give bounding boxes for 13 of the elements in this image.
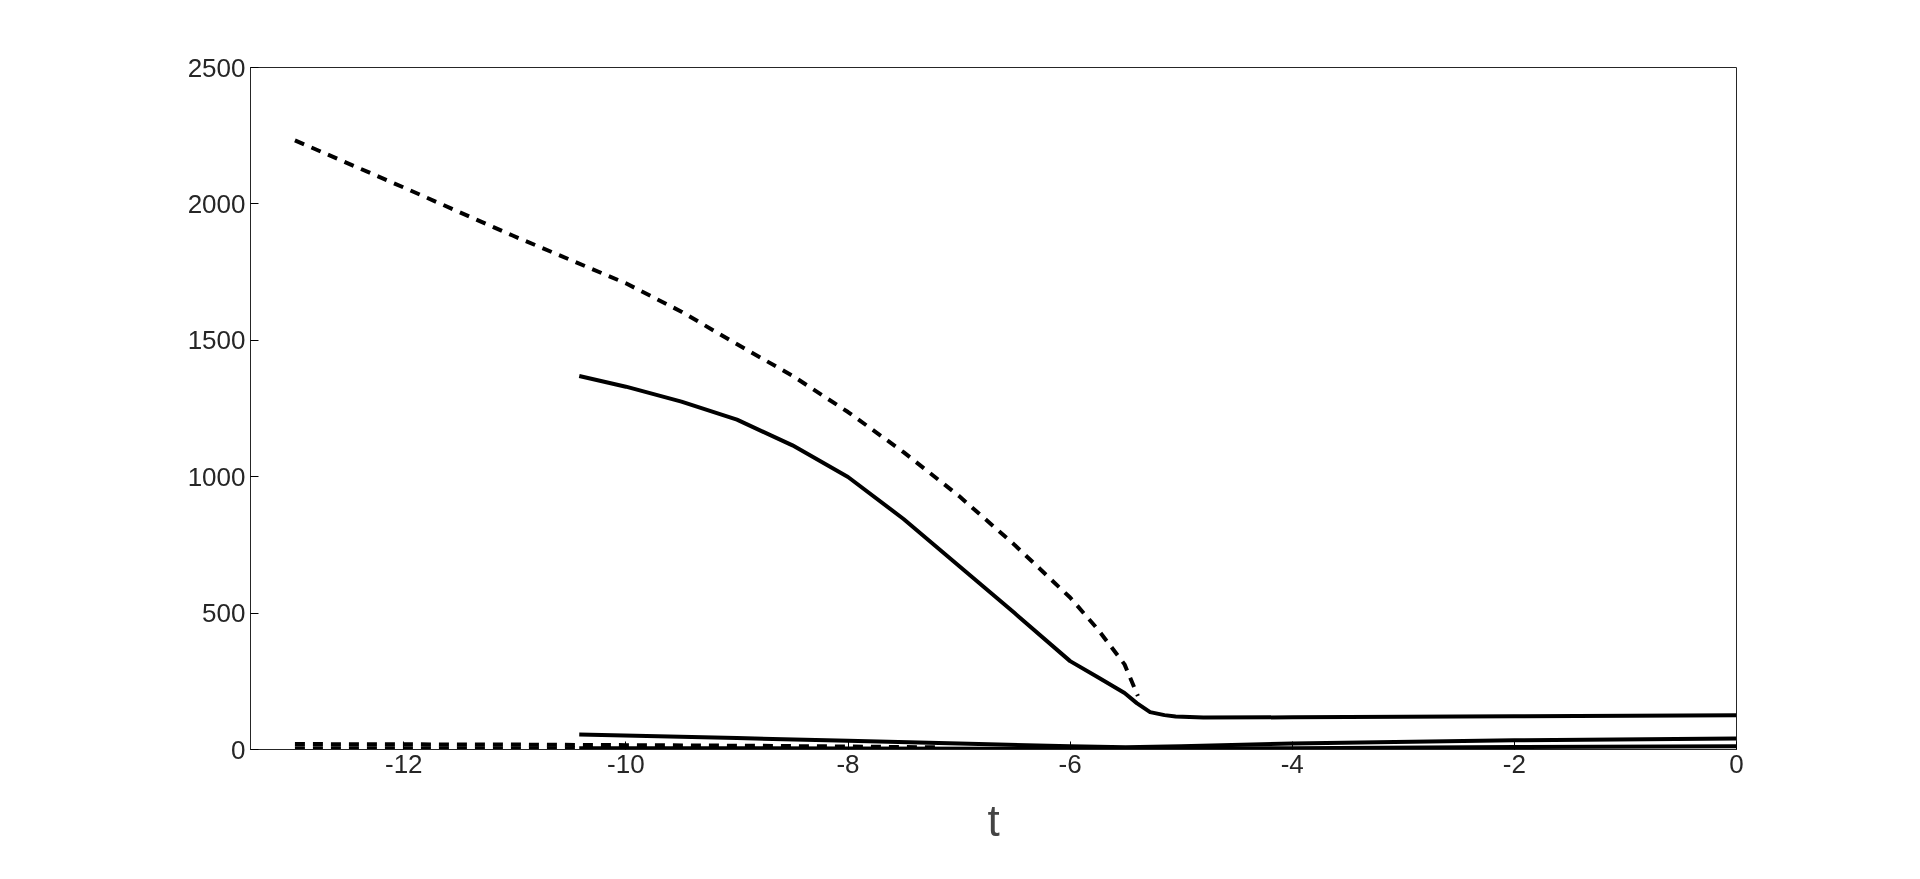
x-tick-label: -10 xyxy=(607,748,645,779)
y-tick-label: 2000 xyxy=(187,188,246,219)
x-tick-label: 0 xyxy=(1729,748,1744,779)
x-axis-title: t xyxy=(987,795,1000,845)
x-tick-label: -2 xyxy=(1502,748,1526,779)
y-tick-label: 500 xyxy=(202,598,246,629)
y-tick-label: 1500 xyxy=(187,325,246,356)
x-tick-label: -12 xyxy=(384,748,423,779)
x-tick-label: -6 xyxy=(1058,748,1082,779)
y-tick-label: 2500 xyxy=(187,52,246,83)
x-tick-label: -8 xyxy=(836,748,860,779)
x-tick-label: -4 xyxy=(1280,748,1304,779)
y-tick-label: 1000 xyxy=(187,461,246,492)
